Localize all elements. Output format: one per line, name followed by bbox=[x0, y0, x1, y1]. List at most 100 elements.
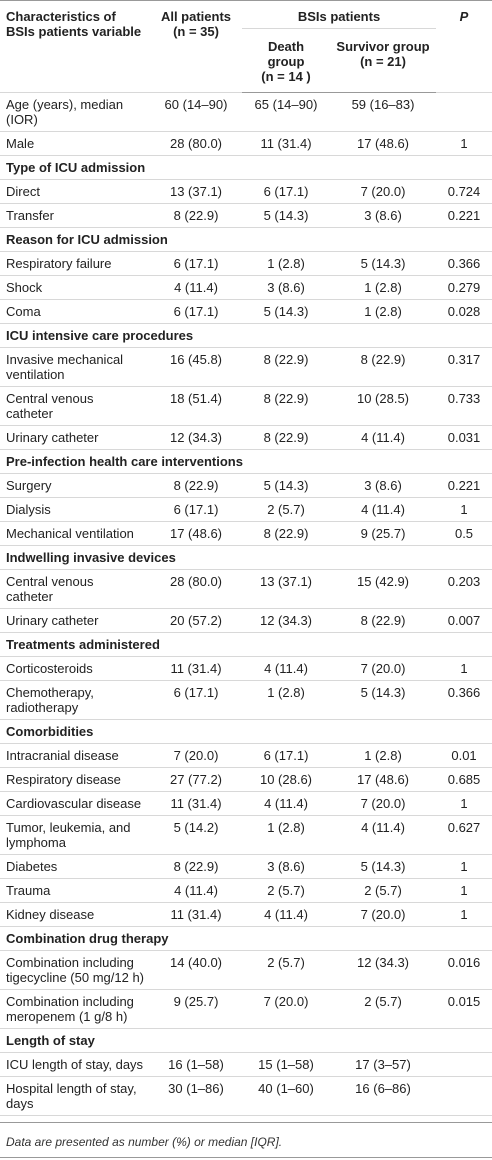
row-label: Central venous catheter bbox=[0, 569, 150, 609]
row-label: Invasive mechanical ventilation bbox=[0, 347, 150, 387]
data-row: Chemotherapy, radiotherapy 6 (17.1) 1 (2.8… bbox=[0, 680, 492, 720]
row-label: Age (years), median (IOR) bbox=[0, 92, 150, 132]
row-label: Trauma bbox=[0, 878, 150, 903]
cell: 8 (22.9) bbox=[150, 473, 242, 498]
cell: 28 (80.0) bbox=[150, 131, 242, 156]
cell: 1 bbox=[436, 878, 492, 903]
header-label: Survivor group bbox=[336, 39, 430, 54]
cell: 4 (11.4) bbox=[242, 791, 330, 816]
header-cell: P bbox=[436, 0, 492, 93]
data-row: Urinary catheter 12 (34.3) 8 (22.9) 4 (11.4… bbox=[0, 425, 492, 450]
cell: 0.279 bbox=[436, 275, 492, 300]
cell: 40 (1–60) bbox=[242, 1076, 330, 1116]
header-label: Death group bbox=[267, 39, 305, 69]
cell: 5 (14.3) bbox=[330, 854, 437, 879]
cell: 4 (11.4) bbox=[150, 275, 242, 300]
data-row: Invasive mechanical ventilation 16 (45.8)… bbox=[0, 347, 492, 387]
section-title: Indwelling invasive devices bbox=[0, 545, 492, 570]
row-label: Corticosteroids bbox=[0, 656, 150, 681]
cell: 0.028 bbox=[436, 299, 492, 324]
cell: 1 (2.8) bbox=[242, 251, 330, 276]
cell: 6 (17.1) bbox=[150, 299, 242, 324]
section-title: Length of stay bbox=[0, 1028, 492, 1053]
cell: 0.366 bbox=[436, 251, 492, 276]
section-title: Combination drug therapy bbox=[0, 926, 492, 951]
data-row: Central venous catheter 28 (80.0) 13 (37.1… bbox=[0, 569, 492, 609]
cell: 4 (11.4) bbox=[330, 815, 437, 855]
row-label: Male bbox=[0, 131, 150, 156]
row-label: Cardiovascular disease bbox=[0, 791, 150, 816]
cell: 15 (42.9) bbox=[330, 569, 437, 609]
cell: 0.5 bbox=[436, 521, 492, 546]
cell: 8 (22.9) bbox=[330, 347, 437, 387]
cell: 5 (14.3) bbox=[242, 203, 330, 228]
data-row: Respiratory failure 6 (17.1) 1 (2.8) 5 (14.… bbox=[0, 251, 492, 276]
cell: 12 (34.3) bbox=[150, 425, 242, 450]
cell: 8 (22.9) bbox=[150, 203, 242, 228]
cell: 18 (51.4) bbox=[150, 386, 242, 426]
cell: 0.733 bbox=[436, 386, 492, 426]
cell: 13 (37.1) bbox=[150, 179, 242, 204]
cell: 65 (14–90) bbox=[242, 92, 330, 132]
cell: 0.724 bbox=[436, 179, 492, 204]
cell: 59 (16–83) bbox=[330, 92, 437, 132]
header-cell: All patients (n = 35) bbox=[150, 0, 242, 93]
cell: 1 bbox=[436, 656, 492, 681]
cell: 16 (45.8) bbox=[150, 347, 242, 387]
cell: 4 (11.4) bbox=[330, 497, 437, 522]
cell: 11 (31.4) bbox=[150, 791, 242, 816]
cell: 11 (31.4) bbox=[150, 656, 242, 681]
data-row: Mechanical ventilation 17 (48.6) 8 (22.9) 9… bbox=[0, 521, 492, 546]
cell: 4 (11.4) bbox=[242, 656, 330, 681]
cell bbox=[436, 92, 492, 132]
data-row: Male 28 (80.0) 11 (31.4) 17 (48.6) 1 bbox=[0, 131, 492, 156]
cell: 8 (22.9) bbox=[242, 521, 330, 546]
data-row: Dialysis 6 (17.1) 2 (5.7) 4 (11.4) 1 bbox=[0, 497, 492, 522]
cell: 5 (14.3) bbox=[242, 299, 330, 324]
cell: 0.031 bbox=[436, 425, 492, 450]
cell: 20 (57.2) bbox=[150, 608, 242, 633]
header-label: All patients bbox=[160, 9, 232, 24]
cell: 17 (3–57) bbox=[330, 1052, 437, 1077]
section-title: Reason for ICU admission bbox=[0, 227, 492, 252]
section-row: Reason for ICU admission bbox=[0, 227, 492, 252]
cell: 8 (22.9) bbox=[242, 347, 330, 387]
cell: 3 (8.6) bbox=[330, 203, 437, 228]
cell: 0.016 bbox=[436, 950, 492, 990]
data-row: ICU length of stay, days 16 (1–58) 15 (1–5… bbox=[0, 1052, 492, 1077]
data-row: Transfer 8 (22.9) 5 (14.3) 3 (8.6) 0.221 bbox=[0, 203, 492, 228]
section-row: Treatments administered bbox=[0, 632, 492, 657]
cell: 7 (20.0) bbox=[330, 179, 437, 204]
row-label: Tumor, leukemia, and lymphoma bbox=[0, 815, 150, 855]
cell: 7 (20.0) bbox=[330, 791, 437, 816]
row-label: Intracranial disease bbox=[0, 743, 150, 768]
section-title: ICU intensive care procedures bbox=[0, 323, 492, 348]
cell: 1 (2.8) bbox=[242, 815, 330, 855]
data-row: Coma 6 (17.1) 5 (14.3) 1 (2.8) 0.028 bbox=[0, 299, 492, 324]
cell: 1 bbox=[436, 791, 492, 816]
cell: 0.007 bbox=[436, 608, 492, 633]
cell: 4 (11.4) bbox=[330, 425, 437, 450]
cell: 5 (14.3) bbox=[330, 251, 437, 276]
cell: 12 (34.3) bbox=[242, 608, 330, 633]
cell: 9 (25.7) bbox=[150, 989, 242, 1029]
table-body: Age (years), median (IOR) 60 (14–90) 65 (1… bbox=[0, 92, 492, 1116]
header-cell: Death group (n = 14 ) bbox=[242, 28, 330, 93]
row-label: Respiratory failure bbox=[0, 251, 150, 276]
row-label: Combination including tigecycline (50 mg… bbox=[0, 950, 150, 990]
section-row: Comorbidities bbox=[0, 719, 492, 744]
cell: 1 (2.8) bbox=[330, 275, 437, 300]
cell: 6 (17.1) bbox=[150, 251, 242, 276]
cell: 0.685 bbox=[436, 767, 492, 792]
cell bbox=[436, 1052, 492, 1077]
cell: 6 (17.1) bbox=[242, 743, 330, 768]
cell: 0.221 bbox=[436, 203, 492, 228]
row-label: Coma bbox=[0, 299, 150, 324]
section-title: Type of ICU admission bbox=[0, 155, 492, 180]
cell: 5 (14.3) bbox=[242, 473, 330, 498]
data-row: Surgery 8 (22.9) 5 (14.3) 3 (8.6) 0.221 bbox=[0, 473, 492, 498]
cell: 2 (5.7) bbox=[242, 497, 330, 522]
cell: 5 (14.3) bbox=[330, 680, 437, 720]
cell: 28 (80.0) bbox=[150, 569, 242, 609]
